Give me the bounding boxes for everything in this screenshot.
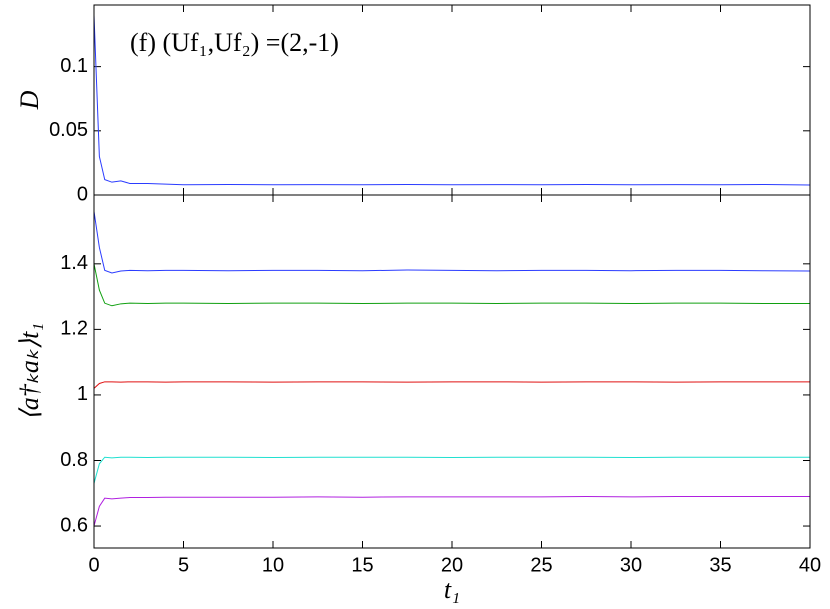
- x-tick-label: 15: [351, 554, 373, 576]
- axes-frame: [93, 194, 811, 549]
- x-tick-label: 0: [88, 554, 99, 576]
- x-tick-label: 25: [530, 554, 552, 576]
- line: [93, 263, 810, 307]
- y-tick-label: 0.1: [60, 55, 88, 77]
- x-tick-label: 35: [709, 554, 731, 576]
- y-axis-label: ⟨a†ₖaₖ⟩t₁: [15, 323, 44, 421]
- y-tick-label: 1.2: [60, 318, 88, 340]
- line: [93, 15, 811, 186]
- x-tick-label: 20: [441, 554, 463, 576]
- line: [93, 211, 811, 274]
- line: [93, 456, 810, 484]
- y-tick-label: 0.05: [49, 119, 88, 141]
- x-tick-label: 5: [178, 554, 189, 576]
- y-tick-label: 1: [77, 383, 88, 405]
- x-axis-label: t₁: [444, 575, 460, 604]
- y-tick-label: 0: [77, 183, 88, 205]
- x-tick-label: 30: [620, 554, 642, 576]
- y-axis-label: D: [15, 90, 44, 110]
- annotation: (f) (Uf₁,Uf₂) =(2,-1): [130, 28, 339, 57]
- line: [93, 381, 810, 389]
- y-tick-label: 0.8: [60, 449, 88, 471]
- line: [93, 496, 810, 527]
- x-tick-label: 10: [262, 554, 284, 576]
- y-tick-label: 0.6: [60, 514, 88, 536]
- y-tick-label: 1.4: [60, 252, 88, 274]
- x-tick-label: 40: [799, 554, 821, 576]
